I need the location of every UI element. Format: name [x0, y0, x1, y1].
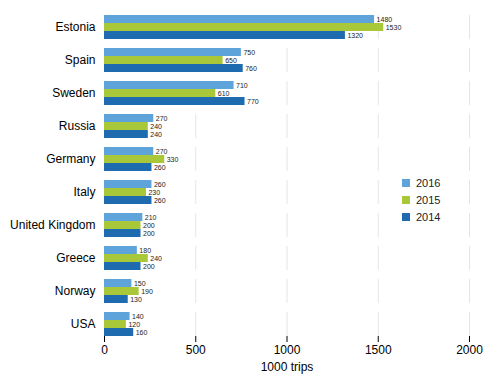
svg-text:Sweden: Sweden: [52, 86, 95, 100]
svg-text:200: 200: [143, 222, 155, 229]
svg-text:Russia: Russia: [59, 119, 96, 133]
svg-text:Germany: Germany: [46, 152, 95, 166]
svg-text:2000: 2000: [456, 343, 483, 357]
svg-text:270: 270: [156, 148, 168, 155]
svg-text:130: 130: [130, 296, 142, 303]
svg-text:Italy: Italy: [73, 185, 95, 199]
svg-text:760: 760: [245, 65, 257, 72]
svg-text:140: 140: [132, 313, 144, 320]
svg-text:1500: 1500: [365, 343, 392, 357]
svg-text:710: 710: [236, 82, 248, 89]
svg-text:500: 500: [186, 343, 206, 357]
svg-text:USA: USA: [71, 317, 96, 331]
svg-text:260: 260: [154, 197, 166, 204]
svg-text:650: 650: [225, 57, 237, 64]
svg-text:260: 260: [154, 164, 166, 171]
svg-text:Estonia: Estonia: [55, 20, 95, 34]
svg-text:1530: 1530: [386, 24, 402, 31]
svg-text:330: 330: [167, 156, 179, 163]
svg-text:Spain: Spain: [65, 53, 96, 67]
svg-text:1320: 1320: [347, 32, 363, 39]
svg-text:770: 770: [247, 98, 259, 105]
html-text:2015: 2015: [416, 194, 441, 206]
svg-text:200: 200: [143, 263, 155, 270]
svg-text:230: 230: [148, 189, 160, 196]
svg-text:240: 240: [150, 123, 162, 130]
svg-text:United Kingdom: United Kingdom: [10, 218, 95, 232]
svg-text:270: 270: [156, 115, 168, 122]
html-text:2016: 2016: [416, 177, 441, 189]
svg-text:210: 210: [145, 214, 157, 221]
svg-text:Norway: Norway: [55, 284, 96, 298]
svg-text:240: 240: [150, 131, 162, 138]
svg-text:180: 180: [139, 247, 151, 254]
svg-text:200: 200: [143, 230, 155, 237]
html-text:2014: 2014: [416, 211, 441, 223]
svg-text:240: 240: [150, 255, 162, 262]
svg-text:0: 0: [101, 343, 108, 357]
svg-text:1000 trips: 1000 trips: [261, 360, 314, 374]
svg-text:160: 160: [136, 329, 148, 336]
svg-text:750: 750: [243, 49, 255, 56]
svg-text:610: 610: [218, 90, 230, 97]
svg-text:1000: 1000: [274, 343, 301, 357]
svg-text:150: 150: [134, 280, 146, 287]
svg-text:1480: 1480: [377, 16, 393, 23]
svg-text:120: 120: [128, 321, 140, 328]
svg-text:260: 260: [154, 181, 166, 188]
svg-text:190: 190: [141, 288, 153, 295]
svg-text:Greece: Greece: [56, 251, 96, 265]
